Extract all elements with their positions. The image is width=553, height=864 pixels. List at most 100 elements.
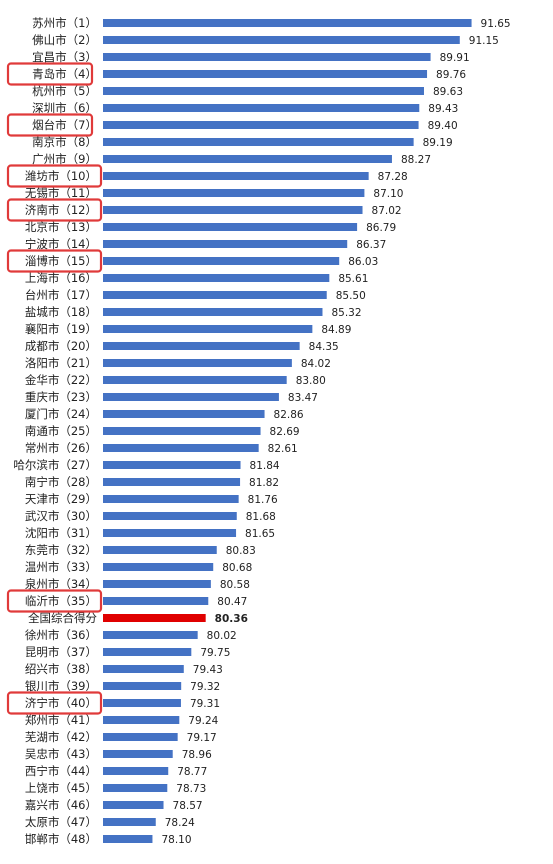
category-label: 上海市（16） [25,271,97,285]
value-label: 81.76 [248,494,278,506]
value-label: 86.03 [348,256,378,268]
category-label: 襄阳市（19） [25,322,97,336]
bar-3 [103,53,431,61]
category-label: 北京市（13） [25,220,97,234]
bar-2 [103,36,460,44]
category-label: 烟台市（7） [32,118,97,132]
bar-32 [103,546,217,554]
value-label: 80.58 [220,579,250,591]
category-label: 淄博市（15） [25,254,97,268]
value-label: 81.68 [246,511,276,523]
bar-44 [103,750,173,758]
bar-17 [103,291,327,299]
category-label: 广州市（9） [32,152,97,166]
value-label: 83.80 [296,375,326,387]
value-label: 80.47 [217,596,247,608]
bar-14 [103,240,348,248]
bar-15 [103,257,340,265]
category-label: 台州市（17） [25,288,97,302]
highlight-box [6,113,94,137]
highlight-box [6,164,103,188]
category-label: 太原市（47） [25,815,97,829]
bar-18 [103,308,323,316]
category-label: 哈尔滨市（27） [13,458,97,472]
value-label: 89.76 [436,69,466,81]
category-label: 芜湖市（42） [25,730,97,744]
category-label: 绍兴市（38） [25,662,97,676]
value-label: 82.69 [270,426,300,438]
category-label: 全国综合得分 [28,611,97,625]
value-label: 86.37 [356,239,386,251]
value-label: 78.24 [165,817,195,829]
bar-43 [103,733,178,741]
bar-5 [103,87,424,95]
bar-13 [103,223,358,231]
bar-24 [103,410,265,418]
value-label: 81.84 [250,460,280,472]
category-label: 武汉市（30） [25,509,97,523]
category-label: 天津市（29） [25,492,97,506]
bar-26 [103,444,259,452]
value-label: 79.75 [200,647,230,659]
value-label: 79.24 [188,715,218,727]
category-label: 上饶市（45） [25,781,97,795]
category-label: 金华市（22） [25,373,97,387]
bar-10 [103,172,369,180]
bar-7 [103,121,419,129]
bar-35 [103,597,209,605]
category-label: 厦门市（24） [25,407,97,421]
bar-30 [103,512,237,520]
value-label: 80.83 [226,545,256,557]
value-label: 80.02 [207,630,237,642]
value-label: 82.61 [268,443,298,455]
category-label: 吴忠市（43） [25,747,97,761]
value-label: 78.10 [161,834,191,846]
category-label: 泉州市（34） [25,577,97,591]
category-label: 邯郸市（48） [25,832,97,846]
value-label: 87.28 [378,171,408,183]
bar-38 [103,648,192,656]
bar-48 [103,818,156,826]
value-label: 81.82 [249,477,279,489]
value-label: 89.40 [428,120,458,132]
category-label: 东莞市（32） [25,543,97,557]
category-label: 昆明市（37） [25,645,97,659]
value-label: 89.43 [428,103,458,115]
highlight-box [6,62,94,86]
value-label: 82.86 [274,409,304,421]
category-label: 南通市（25） [25,424,97,438]
value-label: 78.96 [182,749,212,761]
category-label: 济南市（12） [25,203,97,217]
value-label: 85.32 [331,307,361,319]
value-label: 80.36 [215,613,248,625]
value-label: 79.43 [193,664,223,676]
value-label: 78.77 [177,766,207,778]
value-label: 81.65 [245,528,275,540]
bar-6 [103,104,420,112]
highlight-box [6,691,103,715]
bar-25 [103,427,261,435]
bar-33 [103,563,214,571]
category-label: 成都市（20） [25,339,97,353]
bar-27 [103,461,241,469]
value-label: 78.57 [173,800,203,812]
value-label: 87.10 [373,188,403,200]
category-label: 南宁市（28） [25,475,97,489]
value-label: 80.68 [222,562,252,574]
value-label: 85.50 [336,290,366,302]
value-label: 79.31 [190,698,220,710]
category-label: 宁波市（14） [25,237,97,251]
category-label: 潍坊市（10） [25,169,97,183]
bar-46 [103,784,168,792]
value-label: 91.15 [469,35,499,47]
value-label: 84.89 [321,324,351,336]
value-label: 91.65 [481,18,511,30]
category-label: 银川市（39） [25,679,97,693]
bar-9 [103,155,392,163]
category-label: 西宁市（44） [25,764,97,778]
value-label: 79.32 [190,681,220,693]
bar-11 [103,189,365,197]
bar-31 [103,529,237,537]
category-label: 郑州市（41） [25,713,97,727]
category-label: 青岛市（4） [32,67,97,81]
